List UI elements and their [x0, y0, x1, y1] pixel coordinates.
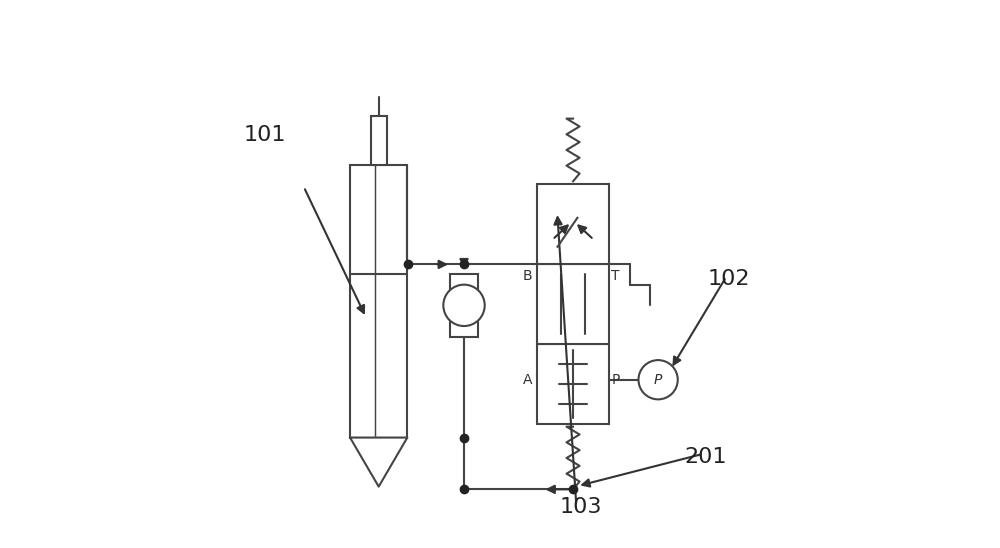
Text: P: P — [611, 373, 620, 387]
Bar — [537, 184, 609, 264]
Bar — [350, 165, 407, 437]
Bar — [537, 264, 609, 344]
Circle shape — [638, 360, 678, 399]
Text: A: A — [523, 373, 533, 387]
Text: 101: 101 — [243, 125, 286, 145]
Bar — [537, 344, 609, 424]
Text: 103: 103 — [559, 498, 602, 517]
Text: P: P — [654, 373, 662, 387]
Text: 201: 201 — [685, 447, 727, 467]
Text: 102: 102 — [708, 270, 750, 289]
Bar — [450, 274, 478, 336]
Text: B: B — [523, 269, 533, 283]
Bar — [371, 116, 387, 165]
Circle shape — [443, 284, 485, 326]
Polygon shape — [350, 437, 407, 487]
Text: T: T — [611, 269, 620, 283]
